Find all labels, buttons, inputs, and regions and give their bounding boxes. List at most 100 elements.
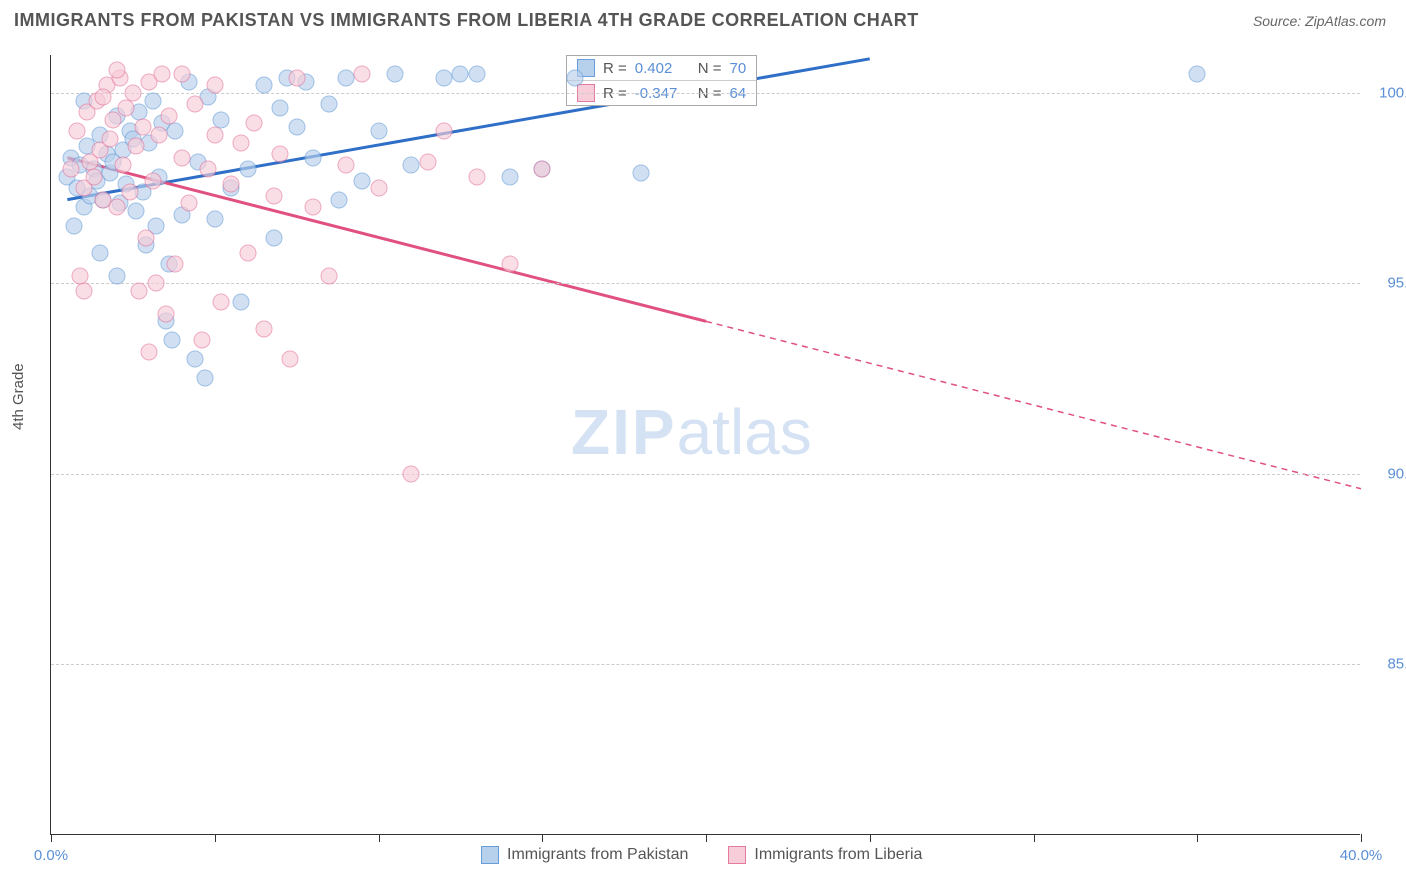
data-point-pak [331,191,348,208]
data-point-lib [151,126,168,143]
data-point-lib [403,465,420,482]
data-point-lib [95,88,112,105]
data-point-pak [206,210,223,227]
data-point-lib [115,157,132,174]
data-point-pak [403,157,420,174]
y-tick-label: 85.0% [1370,655,1406,672]
data-point-pak [265,229,282,246]
data-point-lib [436,123,453,140]
data-point-lib [141,343,158,360]
gridline [51,474,1360,475]
data-point-lib [370,180,387,197]
data-point-pak [305,149,322,166]
chart-title: IMMIGRANTS FROM PAKISTAN VS IMMIGRANTS F… [14,10,919,31]
trend-line-ext-lib [706,321,1361,488]
data-point-pak [187,351,204,368]
data-point-lib [85,168,102,185]
data-point-lib [160,107,177,124]
data-point-pak [65,218,82,235]
data-point-lib [354,66,371,83]
data-point-lib [167,256,184,273]
data-point-pak [196,370,213,387]
data-point-lib [144,172,161,189]
data-point-lib [174,149,191,166]
data-point-pak [92,244,109,261]
chart-plot-area: ZIPatlas R = 0.402N = 70R = -0.347N = 64… [50,55,1360,835]
data-point-lib [239,244,256,261]
data-point-lib [131,282,148,299]
data-point-lib [147,275,164,292]
data-point-lib [108,62,125,79]
data-point-pak [144,92,161,109]
data-point-lib [321,267,338,284]
x-tick [1197,834,1198,842]
data-point-pak [272,100,289,117]
data-point-lib [265,187,282,204]
data-point-lib [128,138,145,155]
data-point-pak [255,77,272,94]
gridline [51,93,1360,94]
data-point-lib [232,134,249,151]
data-point-lib [121,183,138,200]
data-point-lib [69,123,86,140]
data-point-lib [468,168,485,185]
data-point-pak [567,69,584,86]
x-tick [1361,834,1362,842]
data-point-lib [206,126,223,143]
data-point-pak [354,172,371,189]
data-point-lib [288,69,305,86]
x-tick-label: 40.0% [1340,847,1383,864]
data-point-pak [468,66,485,83]
data-point-lib [337,157,354,174]
x-tick [870,834,871,842]
x-tick [542,834,543,842]
data-point-lib [154,66,171,83]
data-point-lib [272,145,289,162]
data-point-pak [164,332,181,349]
data-point-lib [180,195,197,212]
y-axis-label: 4th Grade [10,363,27,430]
data-point-lib [137,229,154,246]
data-point-pak [288,119,305,136]
data-point-pak [501,168,518,185]
data-point-lib [118,100,135,117]
source-attribution: Source: ZipAtlas.com [1253,13,1386,29]
data-point-lib [246,115,263,132]
data-point-lib [223,176,240,193]
data-point-lib [282,351,299,368]
data-point-pak [321,96,338,113]
data-point-lib [200,161,217,178]
data-point-lib [255,320,272,337]
data-point-pak [108,267,125,284]
series-legend: Immigrants from Pakistan Immigrants from … [481,846,922,864]
data-point-pak [632,164,649,181]
x-tick [215,834,216,842]
data-point-pak [386,66,403,83]
data-point-lib [534,161,551,178]
gridline [51,664,1360,665]
legend-item-lib: Immigrants from Liberia [728,846,922,864]
data-point-pak [452,66,469,83]
correlation-legend: R = 0.402N = 70R = -0.347N = 64 [566,55,757,106]
y-tick-label: 95.0% [1370,275,1406,292]
x-tick [1034,834,1035,842]
data-point-lib [206,77,223,94]
gridline [51,283,1360,284]
y-tick-label: 100.0% [1370,85,1406,102]
data-point-pak [337,69,354,86]
data-point-lib [75,282,92,299]
data-point-pak [436,69,453,86]
data-point-pak [239,161,256,178]
data-point-pak [232,294,249,311]
legend-row-pak: R = 0.402N = 70 [567,56,756,80]
x-tick [379,834,380,842]
x-tick [51,834,52,842]
data-point-pak [167,123,184,140]
data-point-lib [62,161,79,178]
data-point-pak [370,123,387,140]
y-tick-label: 90.0% [1370,465,1406,482]
data-point-lib [501,256,518,273]
data-point-lib [174,66,191,83]
data-point-lib [419,153,436,170]
legend-item-pak: Immigrants from Pakistan [481,846,688,864]
